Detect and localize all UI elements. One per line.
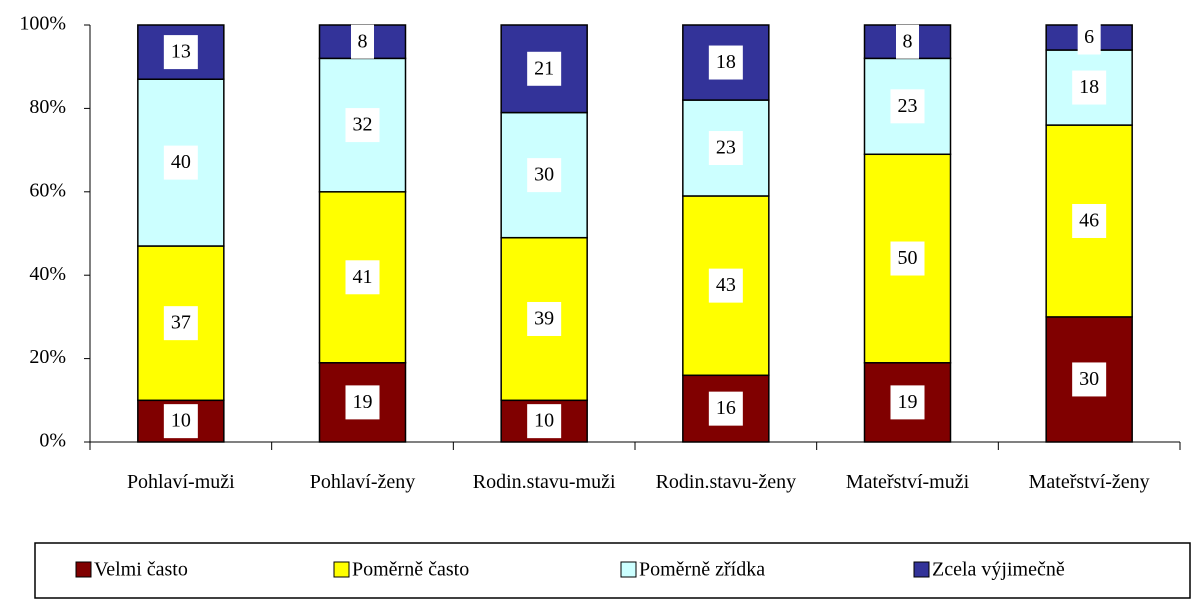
data-label-bg (890, 241, 925, 276)
y-tick-label: 100% (19, 13, 66, 35)
y-tick-label: 80% (29, 96, 66, 118)
data-label-bg (1077, 20, 1101, 55)
x-tick-label: Mateřství-ženy (1028, 471, 1150, 493)
data-label-bg (345, 108, 380, 143)
data-label-bg (1072, 203, 1107, 238)
data-label: 32 (353, 114, 373, 136)
data-label: 23 (716, 137, 736, 159)
data-label-bg (1072, 70, 1107, 105)
data-label: 30 (1079, 368, 1099, 390)
x-tick-label: Pohlaví-ženy (309, 471, 416, 493)
data-label: 46 (1079, 210, 1099, 232)
legend-swatch (620, 561, 637, 578)
legend-label: Poměrně zřídka (639, 559, 765, 581)
data-label-bg (527, 158, 562, 193)
data-label: 19 (353, 391, 373, 413)
data-label: 18 (716, 51, 736, 73)
data-label-bg (163, 145, 198, 180)
data-label-bg (527, 301, 562, 336)
legend-label: Zcela výjimečně (932, 559, 1065, 581)
data-label-bg (890, 385, 925, 420)
data-label: 13 (171, 41, 191, 63)
data-label: 8 (358, 30, 368, 52)
data-label: 40 (171, 151, 191, 173)
data-label-bg (345, 385, 380, 420)
legend-swatch (75, 561, 92, 578)
data-label-bg (527, 51, 562, 86)
bar-segment (682, 99, 770, 197)
y-tick-label: 60% (29, 179, 66, 201)
data-label-bg (345, 260, 380, 295)
data-label: 8 (903, 30, 913, 52)
data-label: 10 (534, 410, 554, 432)
data-label: 19 (898, 391, 918, 413)
data-label-bg (527, 404, 562, 439)
data-label: 16 (716, 397, 736, 419)
bar-segment (137, 24, 225, 80)
legend-label: Poměrně často (352, 559, 469, 581)
data-label: 21 (534, 57, 554, 79)
data-label-bg (708, 268, 743, 303)
data-label: 6 (1084, 26, 1094, 48)
y-tick-label: 0% (39, 430, 66, 452)
x-tick-label: Mateřství-muži (845, 471, 970, 493)
legend-label: Velmi často (94, 559, 188, 581)
data-label-bg (351, 24, 374, 59)
data-label-bg (890, 89, 925, 124)
data-label: 43 (716, 274, 736, 296)
data-label: 50 (898, 247, 918, 269)
data-label: 10 (171, 410, 191, 432)
data-label-bg (708, 131, 743, 166)
y-tick-label: 20% (29, 346, 66, 368)
x-tick-label: Pohlaví-muži (126, 471, 235, 493)
legend-swatch (913, 561, 930, 578)
data-label-bg (163, 404, 198, 439)
data-label: 30 (534, 164, 554, 186)
data-label-bg (163, 306, 198, 341)
data-label-bg (163, 35, 198, 70)
data-label: 39 (534, 308, 554, 330)
data-label: 18 (1079, 76, 1099, 98)
x-tick-label: Rodin.stavu-muži (472, 471, 616, 493)
legend-swatch (333, 561, 350, 578)
data-label: 37 (171, 312, 191, 334)
data-label-bg (708, 45, 743, 80)
y-tick-label: 40% (29, 263, 66, 285)
legend-box (34, 542, 1191, 599)
x-tick-label: Rodin.stavu-ženy (655, 471, 797, 493)
data-label-bg (896, 24, 919, 59)
data-label-bg (1072, 362, 1107, 397)
data-label: 23 (898, 95, 918, 117)
data-label-bg (708, 391, 743, 426)
data-label: 41 (353, 266, 373, 288)
